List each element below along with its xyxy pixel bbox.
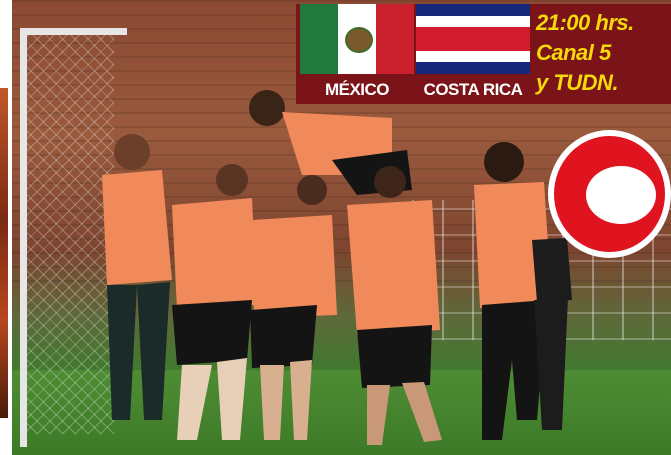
player-center-left — [172, 164, 257, 440]
player-center — [250, 175, 337, 440]
goal-net — [24, 34, 114, 434]
player-jumping — [249, 90, 412, 195]
costa-rica-flag-icon — [416, 4, 530, 74]
logo-c-opening — [586, 166, 656, 224]
adjacent-photo-edge — [0, 88, 8, 418]
tv-channel: Canal 5 — [536, 40, 611, 65]
player-far-right — [532, 238, 572, 430]
logo-text: cancha — [600, 183, 649, 199]
player-center-right — [347, 166, 442, 445]
adjacent-page-strip — [0, 0, 12, 455]
cancha-logo: cancha — [548, 130, 671, 258]
player-right — [474, 142, 552, 440]
mexico-emblem-icon — [345, 27, 373, 53]
tv-network: y TUDN. — [536, 70, 619, 95]
mexico-flag-icon — [300, 4, 414, 74]
kickoff-time: 21:00 hrs. — [536, 10, 634, 35]
goal-post — [20, 28, 127, 447]
away-team-name: COSTA RICA — [423, 80, 523, 99]
player-left — [102, 134, 172, 420]
broadcast-info: 21:00 hrs. Canal 5 y TUDN. — [536, 8, 669, 98]
home-team-name: MÉXICO — [324, 80, 390, 99]
player-group — [102, 90, 572, 445]
